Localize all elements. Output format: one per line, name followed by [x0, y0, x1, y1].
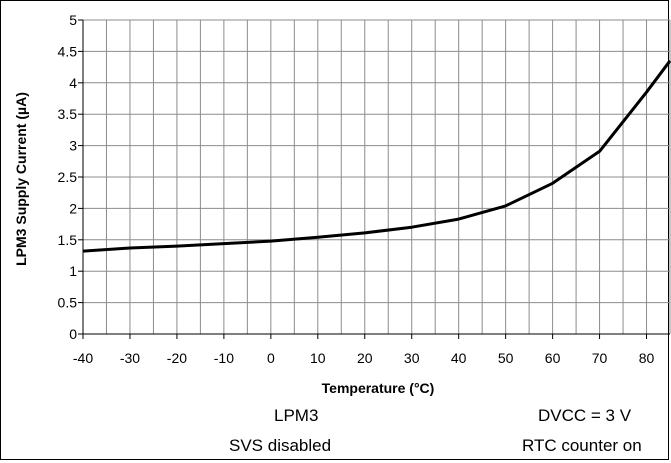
grid — [82, 19, 671, 335]
y-tick-label: 1.5 — [58, 232, 78, 248]
y-tick-label: 0 — [69, 326, 77, 342]
y-axis-title: LPM3 Supply Current (µA) — [13, 92, 29, 266]
y-tick-label: 1 — [69, 263, 77, 279]
x-tick-label: 60 — [545, 350, 561, 366]
y-tick-label: 4 — [69, 75, 77, 91]
series — [82, 59, 671, 253]
svs-note: SVS disabled — [229, 436, 332, 455]
y-tick-label: 2.5 — [58, 169, 78, 185]
x-tick-label: -20 — [167, 350, 187, 366]
x-tick-label: 70 — [592, 350, 608, 366]
x-tick-label: -10 — [214, 350, 234, 366]
x-tick-label: 30 — [404, 350, 420, 366]
x-tick-label: -40 — [73, 350, 93, 366]
y-tick-label: 2 — [69, 200, 77, 216]
y-tick-label: 0.5 — [58, 295, 78, 311]
mode-note: LPM3 — [274, 406, 319, 425]
rtc-note: RTC counter on — [522, 436, 642, 455]
x-tick-label: -30 — [120, 350, 140, 366]
y-tick-label: 3 — [69, 138, 77, 154]
supply-note: DVCC = 3 V — [538, 406, 632, 425]
x-tick-label: 40 — [451, 350, 467, 366]
y-tick-label: 5 — [69, 12, 77, 28]
x-tick-label: 80 — [639, 350, 655, 366]
series-line — [82, 59, 671, 253]
x-tick-label: 50 — [498, 350, 514, 366]
x-tick-label: 10 — [310, 350, 326, 366]
y-tick-label: 4.5 — [58, 43, 78, 59]
y-tick-label: 3.5 — [58, 106, 78, 122]
y-axis-ticks: 0 0.5 1 1.5 2 2.5 3 3.5 4 4.5 5 — [58, 12, 83, 342]
x-axis-title: Temperature (°C) — [322, 380, 435, 396]
x-axis-ticks: -40 -30 -20 -10 0 10 20 30 40 50 60 70 80 — [73, 334, 655, 366]
x-tick-label: 0 — [267, 350, 275, 366]
x-tick-label: 20 — [357, 350, 373, 366]
